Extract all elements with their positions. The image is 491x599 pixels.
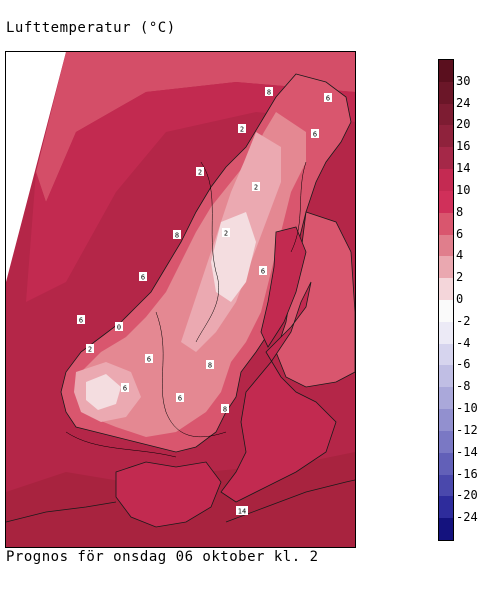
isotherm-label-box: 8	[221, 404, 229, 414]
legend-label: -2	[456, 313, 471, 328]
southern-coastline	[6, 479, 355, 523]
legend-label: 14	[456, 161, 471, 176]
isotherm-label: 2	[198, 169, 202, 177]
legend-label: -8	[456, 379, 471, 394]
isotherm-label: 2	[224, 230, 228, 238]
isotherm-label: 6	[326, 95, 330, 103]
legend-swatch	[439, 321, 453, 345]
isotherm-label: 2	[254, 184, 258, 192]
legend-label: 16	[456, 139, 471, 154]
legend-swatch	[439, 81, 453, 105]
legend-label: -12	[456, 422, 478, 437]
legend-swatch	[439, 169, 453, 192]
legend-swatch	[439, 212, 453, 236]
legend-swatch	[439, 278, 453, 301]
sea-band-mid	[26, 82, 355, 302]
isotherm-label: 2	[88, 346, 92, 354]
legend-label: 24	[456, 95, 471, 110]
map-canvas: 8 6 2 6 2 2 8 2 6 6 0 2 6 6 8 6 6 8 14	[6, 52, 355, 547]
legend-swatch	[439, 234, 453, 257]
isotherm-label-box: 6	[311, 129, 319, 139]
legend-swatch	[439, 190, 453, 214]
baltic-sea	[220, 281, 337, 503]
isotherm-label-box: 2	[86, 344, 94, 354]
legend-swatch	[439, 256, 453, 279]
legend-swatch	[439, 365, 453, 388]
isotherm-label: 8	[223, 406, 227, 414]
legend-swatch	[439, 474, 453, 497]
isotherm-label-box: 0	[115, 322, 123, 332]
isotherm-label: 6	[141, 274, 145, 282]
isotherm-label-box: 6	[324, 93, 332, 103]
isotherm-label: 6	[79, 317, 83, 325]
legend-label: -24	[456, 510, 478, 525]
isotherm-label: 14	[238, 508, 246, 516]
isotherm-label-box: 8	[173, 230, 181, 240]
legend-label: -6	[456, 357, 471, 372]
isotherm-label-box: 6	[176, 393, 184, 403]
color-legend	[438, 59, 454, 541]
legend-swatch	[439, 300, 453, 323]
legend-label: -16	[456, 466, 478, 481]
isotherm-label: 6	[261, 268, 265, 276]
legend-label: 4	[456, 248, 464, 263]
isotherm-label-box: 2	[238, 124, 246, 134]
isotherm-label: 6	[123, 385, 127, 393]
isotherm-label: 6	[313, 131, 317, 139]
isotherm-line	[155, 311, 227, 438]
isotherm-label: 8	[208, 362, 212, 370]
isotherm-label-box: 8	[206, 360, 214, 370]
legend-swatch	[439, 125, 453, 148]
legend-swatch	[439, 518, 453, 541]
sea-band-north	[36, 52, 355, 202]
isotherm-label-box: 2	[252, 182, 260, 192]
isotherm-label: 6	[147, 356, 151, 364]
legend-swatch	[439, 430, 453, 454]
legend-swatch	[439, 409, 453, 432]
legend-label: 8	[456, 204, 464, 219]
peak-zone-south	[86, 374, 121, 410]
legend-label: -4	[456, 335, 471, 350]
isotherm-label-box: 6	[145, 354, 153, 364]
isotherm-label: 0	[117, 324, 121, 332]
isotherm-label-box: 6	[77, 315, 85, 325]
legend-label: 2	[456, 270, 464, 285]
isotherm-label: 8	[267, 89, 271, 97]
isotherm-label: 6	[178, 395, 182, 403]
legend-label: -10	[456, 401, 478, 416]
isotherm-label-box: 8	[265, 87, 273, 97]
land-south	[115, 461, 222, 528]
legend-swatch	[439, 452, 453, 476]
isotherm-labels: 8 6 2 6 2 2 8 2 6 6 0 2 6 6 8 6 6 8 14	[77, 87, 332, 516]
legend-swatch	[439, 103, 453, 126]
legend-swatch	[439, 387, 453, 410]
legend-label: -20	[456, 488, 478, 503]
isotherm-label: 8	[175, 232, 179, 240]
legend-label: 6	[456, 226, 464, 241]
legend-swatch	[439, 496, 453, 519]
isotherm-label-box: 2	[196, 167, 204, 177]
isotherm-label-box: 14	[236, 506, 248, 516]
isotherm-line	[65, 431, 177, 458]
legend-swatch	[439, 343, 453, 366]
legend-label: 20	[456, 117, 471, 132]
legend-label: -14	[456, 444, 478, 459]
legend-label: 30	[456, 73, 471, 88]
legend-label: 10	[456, 182, 471, 197]
forecast-caption: Prognos för onsdag 06 oktober kl. 2	[6, 549, 319, 565]
isotherm-label-box: 6	[259, 266, 267, 276]
isotherm-label-box: 6	[139, 272, 147, 282]
isotherm-label-box: 2	[222, 228, 230, 238]
legend-swatch	[439, 147, 453, 170]
isotherm-label-box: 6	[121, 383, 129, 393]
legend-label: 0	[456, 292, 464, 306]
isotherm-line	[290, 161, 307, 253]
isotherm-line	[195, 161, 219, 343]
isotherm-label: 2	[240, 126, 244, 134]
legend-swatch	[439, 60, 453, 83]
map-title: Lufttemperatur (°C)	[6, 20, 176, 36]
gulf-of-bothnia	[260, 226, 307, 348]
temperature-map: 8 6 2 6 2 2 8 2 6 6 0 2 6 6 8 6 6 8 14	[5, 51, 356, 548]
